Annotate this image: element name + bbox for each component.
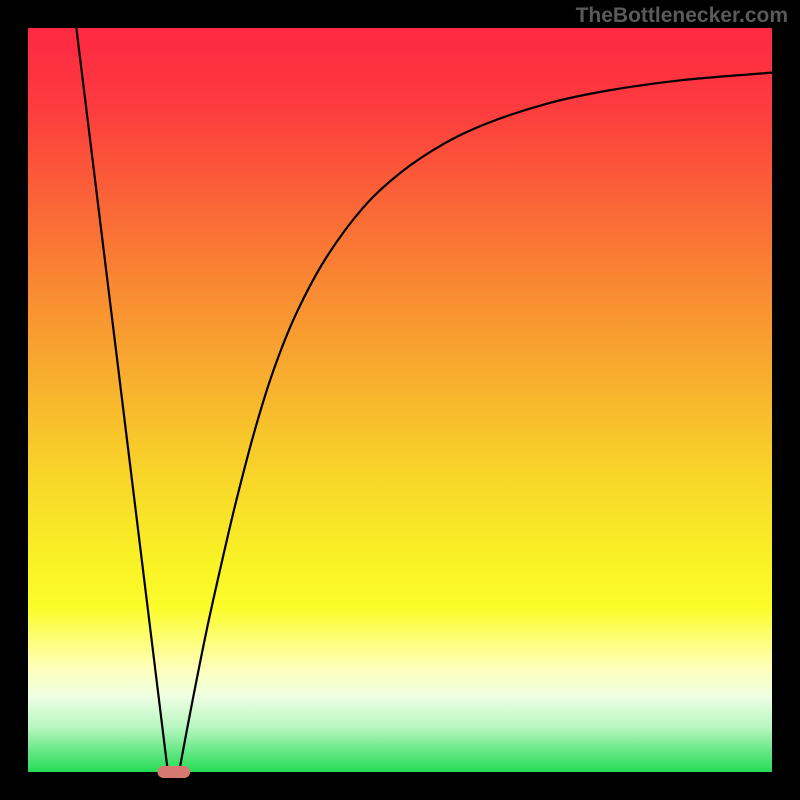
bottleneck-chart: TheBottlenecker.com xyxy=(0,0,800,800)
optimal-range-marker xyxy=(157,766,190,778)
watermark-text: TheBottlenecker.com xyxy=(576,4,788,28)
chart-background-gradient xyxy=(28,28,772,772)
chart-svg xyxy=(0,0,800,800)
